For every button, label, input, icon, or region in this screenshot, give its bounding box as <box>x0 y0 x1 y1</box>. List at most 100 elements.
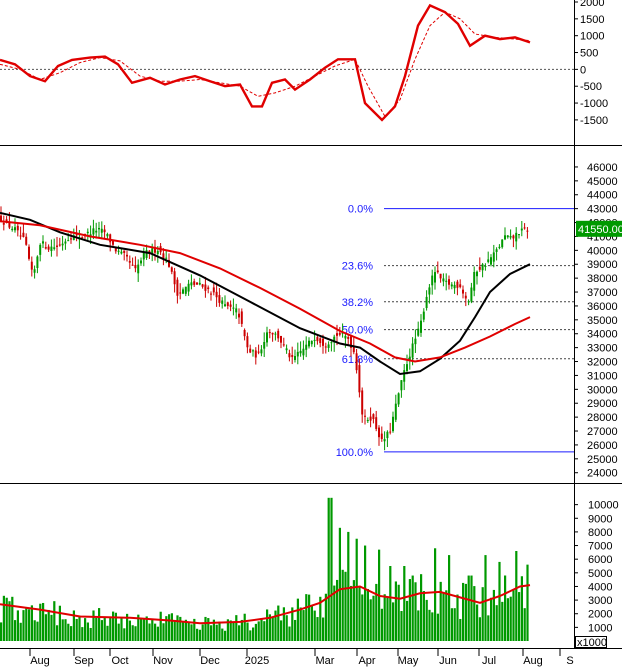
candle-body <box>196 282 198 285</box>
volume-bar <box>226 619 229 641</box>
volume-bar <box>249 630 252 641</box>
volume-bar <box>386 597 389 641</box>
vol-tick-label-0: 10000 <box>588 500 619 512</box>
volume-bar <box>44 614 47 641</box>
candle-body <box>254 350 257 358</box>
volume-bar <box>305 594 308 641</box>
candle-body <box>100 228 103 233</box>
volume-bar <box>75 618 78 641</box>
volume-bar <box>464 583 467 641</box>
volume-bar <box>128 620 131 641</box>
volume-bar <box>184 619 187 641</box>
candle-body <box>218 295 221 303</box>
candle-body <box>238 313 240 318</box>
candle-body <box>450 284 453 287</box>
volume-bar <box>53 601 56 641</box>
candle-body <box>506 235 509 238</box>
volume-bar <box>271 616 274 641</box>
candle-body <box>19 235 22 237</box>
volume-bar <box>372 595 375 641</box>
candle-body <box>338 332 341 335</box>
candle-body <box>422 311 425 320</box>
fib-label-2: 38.2% <box>342 297 373 309</box>
candle-body <box>394 403 397 420</box>
volume-bar <box>442 592 445 641</box>
volume-bar <box>459 618 462 641</box>
volume-bar <box>224 630 227 641</box>
volume-bar <box>70 626 73 641</box>
volume-bar <box>420 574 423 641</box>
candle-body <box>173 271 176 285</box>
x-tick-label-5: 2025 <box>245 655 269 667</box>
candle-body <box>487 259 490 262</box>
candle-body <box>428 287 431 295</box>
volume-bar <box>397 584 400 641</box>
volume-bar <box>47 609 50 641</box>
candle-body <box>403 370 406 382</box>
candle-body <box>154 246 156 253</box>
candle-body <box>16 225 19 231</box>
candle-body <box>498 246 501 248</box>
price-tick-label-6: 40000 <box>587 245 618 257</box>
candle-body <box>490 257 492 265</box>
price-tick-label-22: 24000 <box>587 468 618 480</box>
volume-bar <box>98 608 101 641</box>
candle-body <box>501 239 504 248</box>
candle-body <box>266 332 268 343</box>
candle-body <box>257 351 260 353</box>
candle-body <box>182 289 184 294</box>
candle-body <box>386 431 389 439</box>
candle-body <box>25 236 28 245</box>
volume-bar <box>347 531 350 641</box>
x-tick-label-1: Sep <box>74 655 94 667</box>
candle-body <box>425 296 428 309</box>
volume-bar <box>16 610 19 641</box>
volume-bar <box>476 604 479 641</box>
volume-bar <box>22 610 25 641</box>
candle-body <box>350 336 352 348</box>
candle-body <box>406 364 408 371</box>
volume-bar <box>56 625 59 641</box>
vol-tick-label-8: 2000 <box>588 609 612 621</box>
candle-body <box>459 284 462 288</box>
volume-bar <box>72 610 75 641</box>
candle-body <box>179 292 182 294</box>
volume-bar <box>487 615 490 641</box>
candle-body <box>434 272 436 283</box>
candle-body <box>492 252 495 262</box>
candle-body <box>117 250 120 252</box>
volume-bar <box>425 599 428 641</box>
candle-body <box>366 420 369 422</box>
volume-bar <box>484 555 487 641</box>
volume-bar <box>470 575 473 641</box>
candle-body <box>372 414 375 420</box>
volume-bar <box>450 608 453 641</box>
candle-body <box>271 332 274 335</box>
candle-body <box>224 304 226 306</box>
price-tick-label-15: 31000 <box>587 370 618 382</box>
price-tick-label-7: 39000 <box>587 259 618 271</box>
candle-body <box>392 416 394 432</box>
volume-bar <box>417 610 420 641</box>
volume-bar <box>137 614 140 641</box>
volume-bar <box>518 592 521 641</box>
candle-body <box>400 380 403 391</box>
candle-body <box>126 254 128 257</box>
volume-bar <box>11 596 14 641</box>
candle-body <box>308 340 310 347</box>
panel-frames <box>0 0 622 649</box>
candle-body <box>431 275 434 286</box>
candle-body <box>316 337 319 342</box>
volume-bar <box>126 613 129 641</box>
volume-bar <box>414 582 417 641</box>
x-tick-label-11: Aug <box>523 655 543 667</box>
candle-body <box>330 342 333 344</box>
candle-body <box>123 250 126 253</box>
price-tick-label-21: 25000 <box>587 454 618 466</box>
candle-body <box>305 344 308 350</box>
candle-body <box>33 269 36 273</box>
volume-bar <box>154 623 157 641</box>
candle-body <box>92 228 95 235</box>
candle-body <box>288 353 291 358</box>
volume-bar <box>145 616 148 641</box>
